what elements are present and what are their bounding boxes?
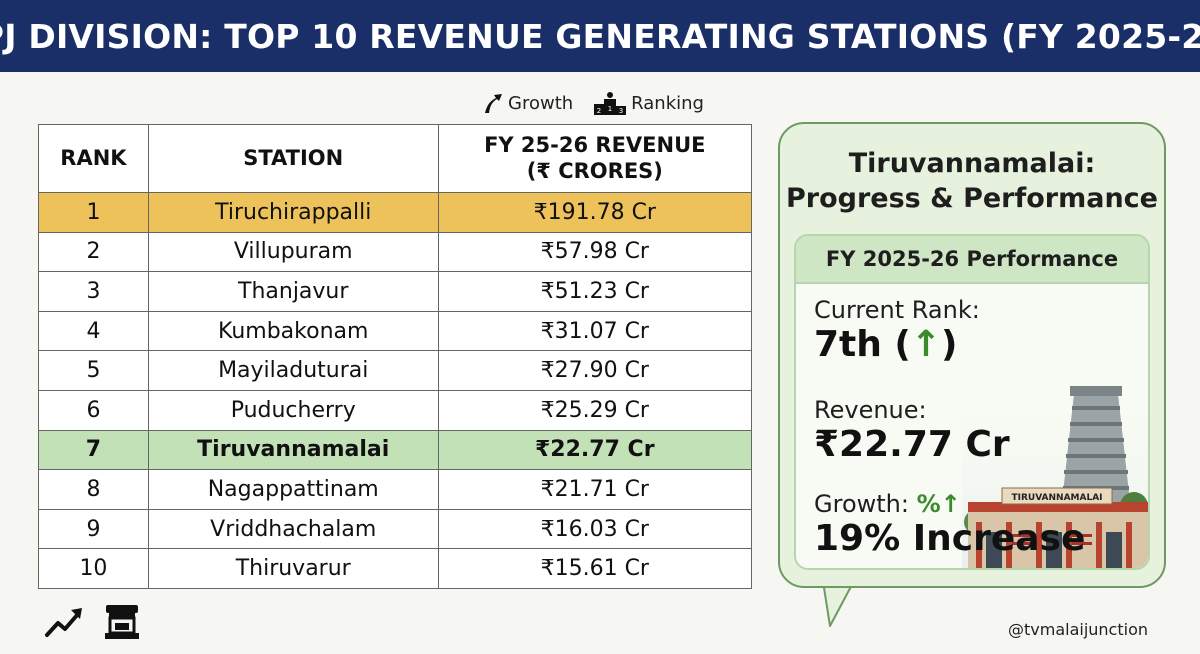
revenue-value: ₹22.77 Cr	[814, 424, 1010, 465]
revenue-cell: ₹22.77 Cr	[437, 429, 753, 471]
table-row: 3 Thanjavur ₹51.23 Cr	[38, 271, 753, 312]
table-header-row: RANK STATION FY 25-26 REVENUE (₹ CRORES)	[38, 124, 753, 193]
table-row: 10 Thiruvarur ₹15.61 Cr	[38, 548, 753, 589]
temple-station-image: TIRUVANNAMALAI	[962, 382, 1148, 568]
current-rank-close: )	[941, 324, 958, 365]
table-row: 5 Mayiladuturai ₹27.90 Cr	[38, 350, 753, 391]
table-row: 9 Vriddhachalam ₹16.03 Cr	[38, 508, 753, 550]
revenue-cell: ₹191.78 Cr	[437, 192, 753, 233]
performance-subheader: FY 2025-26 Performance	[796, 236, 1148, 284]
station-cell: Tiruchirappalli	[147, 192, 439, 233]
revenue-cell: ₹57.98 Cr	[437, 231, 753, 273]
station-cell: Puducherry	[147, 389, 439, 431]
growth-percent-up-icon: %↑	[916, 490, 961, 518]
rank-cell: 9	[38, 508, 149, 550]
rank-cell: 1	[38, 192, 149, 233]
station-cell: Villupuram	[147, 231, 439, 273]
card-title: Tiruvannamalai: Progress & Performance	[780, 146, 1164, 216]
rank-cell: 6	[38, 389, 149, 431]
col-header-revenue-line1: FY 25-26 REVENUE	[484, 133, 706, 158]
station-cell: Nagappattinam	[147, 469, 439, 510]
revenue-cell: ₹25.29 Cr	[437, 389, 753, 431]
growth-arrow-icon	[482, 91, 504, 115]
col-header-revenue: FY 25-26 REVENUE (₹ CRORES)	[437, 124, 753, 193]
header-banner: TPJ DIVISION: TOP 10 REVENUE GENERATING …	[0, 0, 1200, 72]
legend-ranking-label: Ranking	[631, 92, 704, 114]
station-cell: Kumbakonam	[147, 310, 439, 352]
legend-growth: Growth	[482, 91, 573, 115]
trend-up-icon	[44, 605, 84, 643]
station-cell: Mayiladuturai	[147, 350, 439, 391]
card-title-line2: Progress & Performance	[785, 183, 1158, 215]
card-title-line1: Tiruvannamalai:	[848, 148, 1096, 179]
growth-label: Growth:	[814, 490, 909, 518]
current-rank-number: 7th (	[814, 324, 911, 365]
revenue-cell: ₹51.23 Cr	[437, 271, 753, 312]
legend: Growth 2 1 3 Ranking	[482, 90, 704, 116]
table-row-highlighted: 7 Tiruvannamalai ₹22.77 Cr	[38, 429, 753, 471]
table-row: 4 Kumbakonam ₹31.07 Cr	[38, 310, 753, 352]
revenue-table: RANK STATION FY 25-26 REVENUE (₹ CRORES)…	[38, 124, 753, 589]
podium-icon: 2 1 3	[593, 91, 627, 115]
svg-text:1: 1	[608, 105, 612, 113]
current-rank-label: Current Rank:	[814, 296, 980, 324]
rank-cell: 2	[38, 231, 149, 273]
svg-text:3: 3	[619, 107, 623, 115]
growth-value: 19% Increase	[814, 518, 1086, 559]
revenue-label: Revenue:	[814, 396, 927, 424]
col-header-rank: RANK	[38, 124, 149, 193]
rank-cell: 10	[38, 548, 149, 589]
metric-growth: Growth: %↑ 19% Increase	[814, 490, 1085, 559]
rank-cell: 3	[38, 271, 149, 312]
legend-growth-label: Growth	[508, 92, 574, 114]
station-highlight-card: Tiruvannamalai: Progress & Performance F…	[778, 122, 1166, 588]
current-rank-value: 7th (↑)	[814, 324, 980, 365]
col-header-station: STATION	[147, 124, 439, 193]
station-cell: Vriddhachalam	[147, 508, 439, 550]
col-header-revenue-line2: (₹ CRORES)	[526, 158, 663, 183]
footer-icons	[44, 602, 142, 646]
rank-cell: 7	[38, 429, 149, 471]
table-row: 6 Puducherry ₹25.29 Cr	[38, 389, 753, 431]
growth-label-line: Growth: %↑	[814, 490, 1085, 518]
social-handle: @tvmalaijunction	[1008, 620, 1148, 639]
table-row: 1 Tiruchirappalli ₹191.78 Cr	[38, 192, 753, 233]
revenue-cell: ₹21.71 Cr	[437, 469, 753, 510]
station-sign-text: TIRUVANNAMALAI	[1011, 493, 1102, 503]
station-cell: Tiruvannamalai	[147, 429, 439, 471]
revenue-cell: ₹16.03 Cr	[437, 508, 753, 550]
revenue-cell: ₹15.61 Cr	[437, 548, 753, 589]
rank-cell: 4	[38, 310, 149, 352]
rank-up-arrow-icon: ↑	[910, 324, 942, 365]
station-cell: Thiruvarur	[147, 548, 439, 589]
revenue-cell: ₹27.90 Cr	[437, 350, 753, 391]
rank-cell: 8	[38, 469, 149, 510]
station-building-icon	[102, 602, 142, 646]
svg-text:2: 2	[597, 107, 601, 115]
table-row: 2 Villupuram ₹57.98 Cr	[38, 231, 753, 273]
metric-revenue: Revenue: ₹22.77 Cr	[814, 396, 1010, 465]
station-cell: Thanjavur	[147, 271, 439, 312]
page-title: TPJ DIVISION: TOP 10 REVENUE GENERATING …	[0, 16, 1200, 56]
legend-ranking: 2 1 3 Ranking	[593, 91, 704, 115]
performance-panel: FY 2025-26 Performance	[794, 234, 1150, 570]
metric-current-rank: Current Rank: 7th (↑)	[814, 296, 980, 365]
revenue-cell: ₹31.07 Cr	[437, 310, 753, 352]
table-row: 8 Nagappattinam ₹21.71 Cr	[38, 469, 753, 510]
rank-cell: 5	[38, 350, 149, 391]
